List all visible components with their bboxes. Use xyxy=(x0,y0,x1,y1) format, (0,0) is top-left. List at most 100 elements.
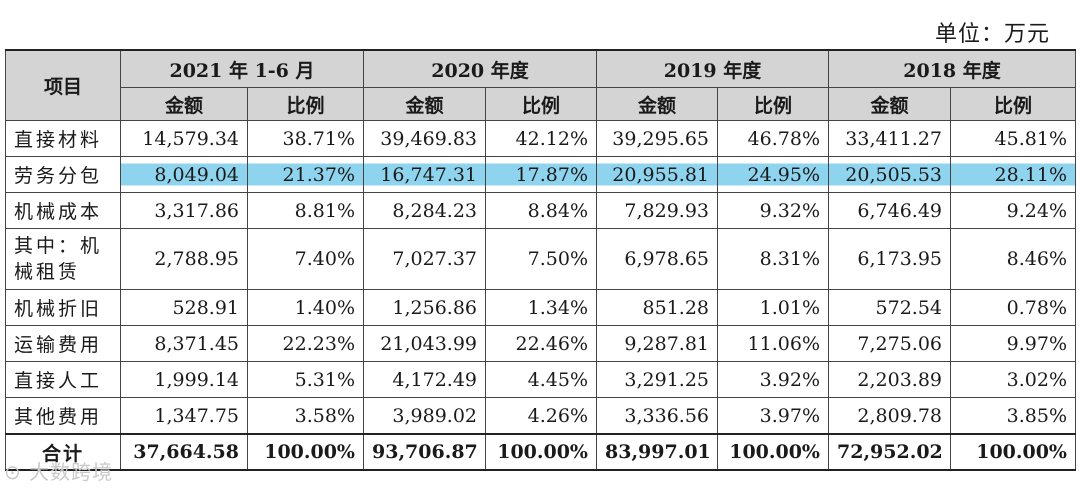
cell-amount: 851.28 xyxy=(596,289,718,326)
cell-amount: 20,505.53 xyxy=(828,156,951,193)
watermark: ⊙ 大数跨境 xyxy=(4,456,113,485)
cell-amount: 33,411.27 xyxy=(828,120,951,157)
cell-amount: 6,173.95 xyxy=(828,228,951,290)
watermark-text: 大数跨境 xyxy=(29,460,114,484)
row-label: 机械折旧 xyxy=(5,289,121,326)
cell-amount: 21,043.99 xyxy=(363,325,486,362)
row-label: 其中：机械租赁 xyxy=(5,228,121,290)
header-amount: 金额 xyxy=(828,87,951,121)
header-item: 项目 xyxy=(5,49,121,121)
row-label: 直接人工 xyxy=(5,361,121,398)
cell-ratio: 4.45% xyxy=(485,361,597,398)
cell-amount: 6,978.65 xyxy=(596,228,718,290)
cell-ratio: 17.87% xyxy=(485,156,597,193)
header-amount: 金额 xyxy=(596,87,718,121)
cell-amount: 3,291.25 xyxy=(596,361,718,398)
header-period-2019: 2019 年度 xyxy=(596,49,829,88)
cell-ratio: 7.40% xyxy=(247,228,364,290)
row-label: 运输费用 xyxy=(5,325,121,362)
cell-ratio: 3.92% xyxy=(717,361,829,398)
cell-ratio: 1.34% xyxy=(485,289,597,326)
cell-amount: 14,579.34 xyxy=(120,120,248,157)
table-row: 直接人工 1,999.14 5.31% 4,172.49 4.45% 3,291… xyxy=(5,361,1076,398)
cell-ratio: 7.50% xyxy=(485,228,597,290)
cell-ratio: 38.71% xyxy=(247,120,364,157)
table-row: 直接材料 14,579.34 38.71% 39,469.83 42.12% 3… xyxy=(5,120,1076,157)
table-row: 其中：机械租赁 2,788.95 7.40% 7,027.37 7.50% 6,… xyxy=(5,228,1076,290)
cell-ratio: 22.23% xyxy=(247,325,364,362)
cell-ratio: 11.06% xyxy=(717,325,829,362)
cell-amount: 572.54 xyxy=(828,289,951,326)
cell-ratio: 9.32% xyxy=(717,192,829,229)
row-label: 直接材料 xyxy=(5,120,121,157)
cell-amount: 7,027.37 xyxy=(363,228,486,290)
header-ratio: 比例 xyxy=(950,87,1076,121)
cell-amount: 2,788.95 xyxy=(120,228,248,290)
header-period-2021h1: 2021 年 1-6 月 xyxy=(120,49,364,88)
header-ratio: 比例 xyxy=(485,87,597,121)
cell-amount: 9,287.81 xyxy=(596,325,718,362)
cell-ratio: 1.01% xyxy=(717,289,829,326)
cell-amount: 3,989.02 xyxy=(363,397,486,435)
cell-amount: 8,371.45 xyxy=(120,325,248,362)
cell-ratio: 100.00% xyxy=(247,433,364,471)
cell-ratio: 3.85% xyxy=(950,397,1076,435)
table-row: 机械折旧 528.91 1.40% 1,256.86 1.34% 851.28 … xyxy=(5,289,1076,326)
cell-amount: 72,952.02 xyxy=(828,433,951,471)
table-row-highlighted: 劳务分包 8,049.04 21.37% 16,747.31 17.87% 20… xyxy=(5,156,1076,193)
cell-amount: 4,172.49 xyxy=(363,361,486,398)
cell-amount: 528.91 xyxy=(120,289,248,326)
cell-amount: 3,336.56 xyxy=(596,397,718,435)
cell-ratio: 4.26% xyxy=(485,397,597,435)
cell-amount: 1,347.75 xyxy=(120,397,248,435)
header-ratio: 比例 xyxy=(247,87,364,121)
watermark-logo-icon: ⊙ xyxy=(4,460,22,484)
cell-ratio: 9.97% xyxy=(950,325,1076,362)
cell-amount: 39,469.83 xyxy=(363,120,486,157)
cell-ratio: 0.78% xyxy=(950,289,1076,326)
cell-ratio: 22.46% xyxy=(485,325,597,362)
cell-amount: 1,256.86 xyxy=(363,289,486,326)
cell-amount: 3,317.86 xyxy=(120,192,248,229)
cell-amount: 6,746.49 xyxy=(828,192,951,229)
cell-amount: 7,829.93 xyxy=(596,192,718,229)
row-label: 机械成本 xyxy=(5,192,121,229)
row-label: 其他费用 xyxy=(5,397,121,435)
table-row-total: 合计 37,664.58 100.00% 93,706.87 100.00% 8… xyxy=(5,433,1076,471)
table-row: 运输费用 8,371.45 22.23% 21,043.99 22.46% 9,… xyxy=(5,325,1076,362)
cell-ratio: 100.00% xyxy=(485,433,597,471)
cell-ratio: 5.31% xyxy=(247,361,364,398)
cell-amount: 2,809.78 xyxy=(828,397,951,435)
cell-amount: 7,275.06 xyxy=(828,325,951,362)
cell-ratio: 8.81% xyxy=(247,192,364,229)
cell-amount: 2,203.89 xyxy=(828,361,951,398)
cell-amount: 8,284.23 xyxy=(363,192,486,229)
cell-ratio: 100.00% xyxy=(717,433,829,471)
cell-amount: 93,706.87 xyxy=(363,433,486,471)
row-label-total: 合计 xyxy=(5,433,121,471)
table-row: 其他费用 1,347.75 3.58% 3,989.02 4.26% 3,336… xyxy=(5,397,1076,435)
header-period-2018: 2018 年度 xyxy=(828,49,1076,88)
cell-ratio: 9.24% xyxy=(950,192,1076,229)
cell-ratio: 46.78% xyxy=(717,120,829,157)
table-row: 机械成本 3,317.86 8.81% 8,284.23 8.84% 7,829… xyxy=(5,192,1076,229)
cell-amount: 8,049.04 xyxy=(120,156,248,193)
cell-ratio: 100.00% xyxy=(950,433,1076,471)
cell-amount: 37,664.58 xyxy=(120,433,248,471)
header-period-2020: 2020 年度 xyxy=(363,49,597,88)
cell-ratio: 28.11% xyxy=(950,156,1076,193)
header-ratio: 比例 xyxy=(717,87,829,121)
cell-ratio: 3.97% xyxy=(717,397,829,435)
cell-ratio: 45.81% xyxy=(950,120,1076,157)
cell-ratio: 24.95% xyxy=(717,156,829,193)
cell-amount: 16,747.31 xyxy=(363,156,486,193)
cell-amount: 1,999.14 xyxy=(120,361,248,398)
cell-ratio: 8.31% xyxy=(717,228,829,290)
row-label: 劳务分包 xyxy=(5,156,121,193)
unit-label: 单位：万元 xyxy=(934,22,1050,47)
cell-ratio: 21.37% xyxy=(247,156,364,193)
header-amount: 金额 xyxy=(120,87,248,121)
cell-ratio: 3.02% xyxy=(950,361,1076,398)
cell-ratio: 1.40% xyxy=(247,289,364,326)
cell-ratio: 8.84% xyxy=(485,192,597,229)
